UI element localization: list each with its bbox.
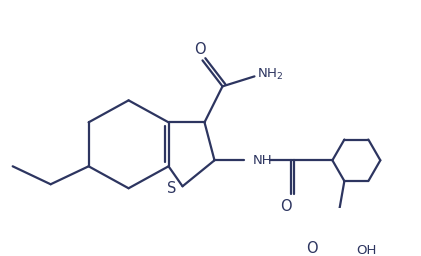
Text: O: O [280,199,291,214]
Text: O: O [306,241,318,256]
Text: S: S [167,181,176,196]
Text: O: O [194,42,205,57]
Text: NH$_2$: NH$_2$ [257,67,284,82]
Text: NH: NH [253,154,272,167]
Text: OH: OH [356,244,377,256]
